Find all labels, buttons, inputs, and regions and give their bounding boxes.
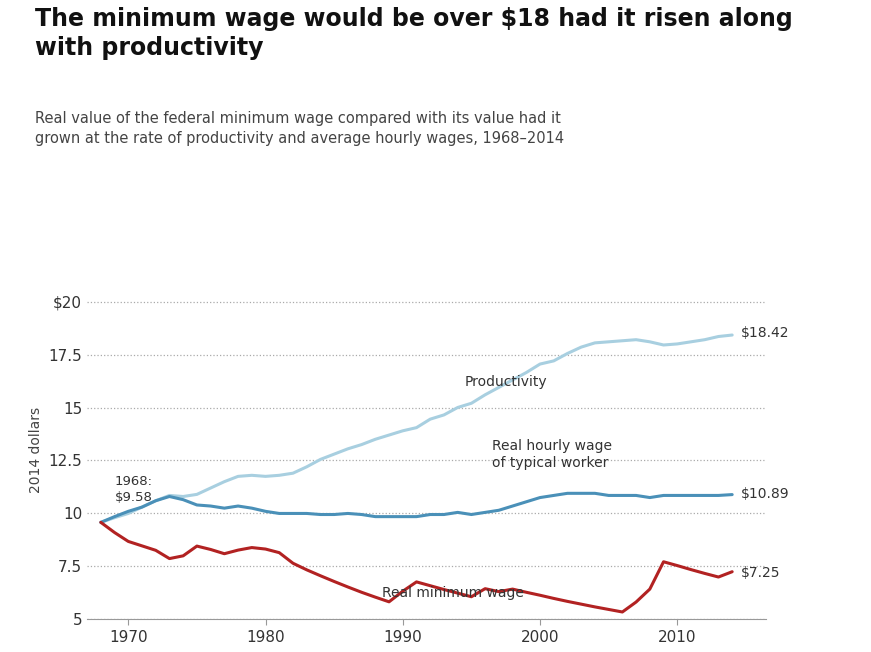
Text: $7.25: $7.25 xyxy=(740,566,780,580)
Text: Real hourly wage
of typical worker: Real hourly wage of typical worker xyxy=(492,439,612,470)
Text: $18.42: $18.42 xyxy=(740,326,789,340)
Text: Real minimum wage: Real minimum wage xyxy=(382,586,524,600)
Text: $10.89: $10.89 xyxy=(740,486,789,501)
Text: Productivity: Productivity xyxy=(464,376,547,389)
Text: 1968:
$9.58: 1968: $9.58 xyxy=(115,475,152,503)
Text: Real value of the federal minimum wage compared with its value had it
grown at t: Real value of the federal minimum wage c… xyxy=(35,111,564,145)
Text: The minimum wage would be over $18 had it risen along
with productivity: The minimum wage would be over $18 had i… xyxy=(35,7,793,60)
Y-axis label: 2014 dollars: 2014 dollars xyxy=(29,407,43,493)
